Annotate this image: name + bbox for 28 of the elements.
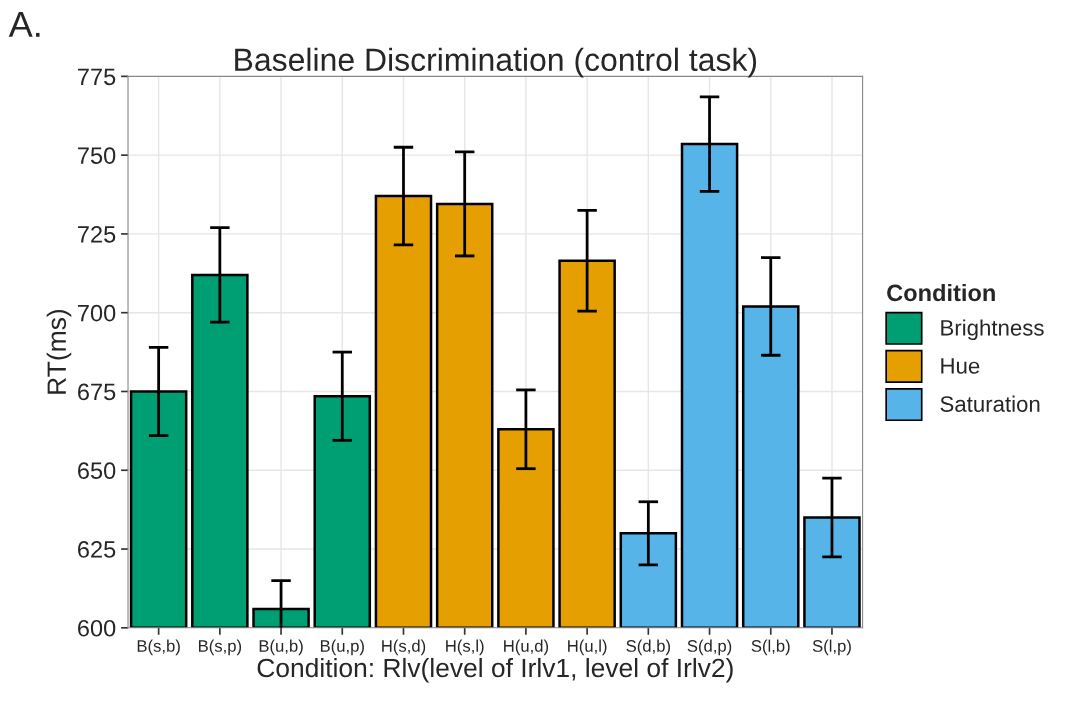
y-axis-title: RT(ms) (46, 309, 72, 394)
legend-title: Condition (887, 283, 995, 302)
x-tick-label: B(s,b) (137, 639, 180, 656)
x-tick-label: H(s,l) (446, 639, 484, 656)
y-tick-label: 650 (78, 462, 116, 480)
x-tick-label: H(u,d) (504, 639, 549, 656)
legend-label: Saturation (940, 395, 1040, 412)
y-tick-label: 675 (78, 383, 116, 401)
x-tick-label: B(u,b) (259, 639, 303, 656)
legend-label: Hue (941, 358, 980, 374)
y-tick-label: 625 (78, 541, 116, 558)
chart-title: Baseline Discrimination (control task) (235, 47, 757, 78)
x-tick-label: B(u,p) (320, 639, 364, 656)
text: A. (8, 11, 40, 37)
y-tick-label: 725 (78, 225, 116, 243)
x-tick-label: H(u,l) (568, 639, 607, 656)
x-tick-label: S(l,p) (812, 639, 851, 656)
x-tick-label: B(s,p) (198, 639, 242, 656)
x-tick-label: S(d,p) (687, 639, 732, 656)
y-tick-label: 600 (78, 619, 116, 637)
y-tick-label: 775 (78, 68, 116, 86)
y-tick-label: 750 (78, 147, 116, 164)
x-tick-label: S(l,b) (751, 639, 790, 656)
x-tick-label: H(s,d) (382, 639, 426, 656)
legend-label: Brightness (941, 319, 1044, 341)
y-tick-label: 700 (78, 304, 116, 322)
x-axis-title: Condition: Rlv(level of Irlv1, level of Irlv2) (257, 657, 733, 683)
x-tick-label: S(d,b) (626, 639, 670, 656)
